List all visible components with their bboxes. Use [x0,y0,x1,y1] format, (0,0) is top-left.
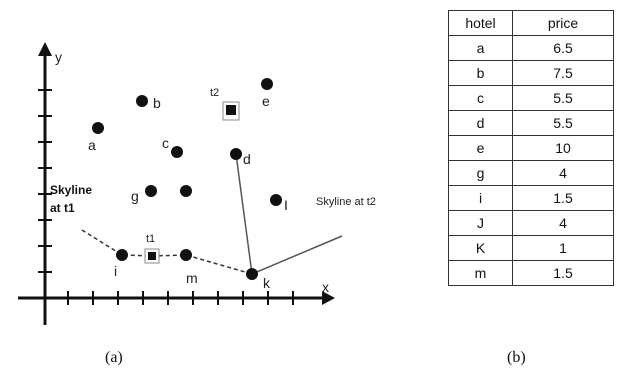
label-b: b [153,95,161,111]
table-header-row: hotel price [448,10,614,36]
skyline-t1-annotation-line2: at t1 [50,201,75,215]
point-e [261,78,273,90]
table-row: d 5.5 [448,110,614,136]
point-a [92,122,104,134]
table-row: m 1.5 [448,260,614,286]
header-hotel: hotel [448,10,513,36]
label-d: d [243,151,251,167]
skyline-t1-line [81,229,253,275]
table-row: a 6.5 [448,35,614,61]
cell-price: 7.5 [512,60,614,86]
y-axis-ticks [38,89,52,273]
point-g [145,185,157,197]
cell-hotel: m [448,260,513,286]
caption-a: (a) [105,349,123,366]
cell-price: 5.5 [512,110,614,136]
x-axis-ticks [67,291,294,305]
cell-hotel: a [448,35,513,61]
label-c: c [162,135,169,151]
table-row: c 5.5 [448,85,614,111]
cell-price: 10 [512,135,614,161]
x-axis-arrowhead [322,291,335,305]
point-m [180,249,192,261]
cell-price: 6.5 [512,35,614,61]
table-row: b 7.5 [448,60,614,86]
label-g: g [131,188,139,204]
label-m: m [186,270,198,286]
label-a: a [88,137,96,153]
point-b [136,95,148,107]
y-axis-arrowhead [38,42,52,56]
cell-hotel: e [448,135,513,161]
label-k: k [263,275,271,291]
label-t2: t2 [210,87,219,99]
cell-price: 4 [512,210,614,236]
cell-hotel: K [448,235,513,261]
label-t1: t1 [146,233,155,245]
skyline-t2-annotation: Skyline at t2 [316,196,376,208]
point-c [171,146,183,158]
cell-hotel: c [448,85,513,111]
point-t2 [222,101,240,121]
cell-price: 4 [512,160,614,186]
cell-price: 1 [512,235,614,261]
label-I: I [284,197,288,213]
caption-b: (b) [507,349,526,366]
cell-price: 1.5 [512,185,614,211]
header-price: price [512,10,614,36]
point-k [246,268,258,280]
table-row: e 10 [448,135,614,161]
cell-hotel: d [448,110,513,136]
cell-hotel: b [448,60,513,86]
skyline-t1-annotation-line1: Skyline [50,183,92,197]
cell-hotel: J [448,210,513,236]
point-I [270,194,282,206]
table-row: i 1.5 [448,185,614,211]
point-i [116,249,128,261]
label-e: e [262,93,270,109]
point-t1 [144,248,160,264]
cell-hotel: i [448,185,513,211]
table-body: a 6.5 b 7.5 c 5.5 d 5.5 e 10 g 4 i 1.5 J 4 K 1 m 1.5 [448,35,614,286]
hotel-price-table: hotel price a 6.5 b 7.5 c 5.5 d 5.5 e 10 g 4 i 1.5 J 4 K… [448,10,614,286]
point-g2 [180,185,192,197]
cell-hotel: g [448,160,513,186]
label-i: i [114,263,117,279]
point-d [230,148,242,160]
cell-price: 5.5 [512,85,614,111]
x-axis-label: x [322,279,329,295]
y-axis-label: y [55,49,62,65]
cell-price: 1.5 [512,260,614,286]
skyline-t2-line [235,153,343,276]
